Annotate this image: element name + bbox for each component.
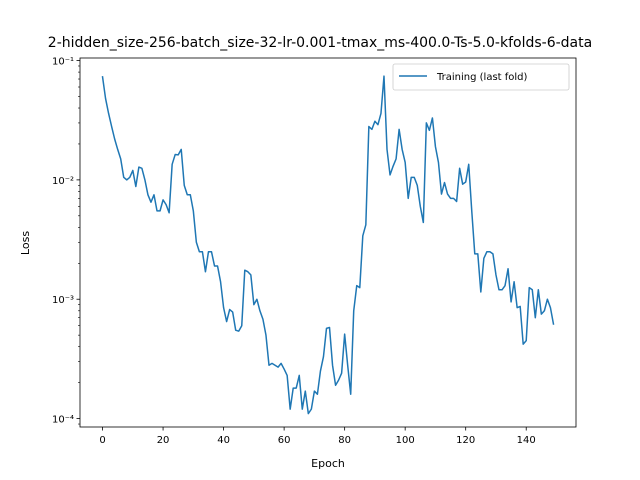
chart-title: 2-hidden_size-256-batch_size-32-lr-0.001… xyxy=(48,35,592,51)
x-tick-label: 0 xyxy=(99,435,105,446)
x-axis-ticks: 0 20 40 60 80 100 120 140 xyxy=(99,427,536,446)
x-axis-label: Epoch xyxy=(311,457,345,470)
series-line-training xyxy=(101,75,555,415)
plot-frame xyxy=(79,57,577,428)
plot-area xyxy=(80,58,576,427)
legend-label: Training (last fold) xyxy=(436,72,528,83)
y-tick-label: 10⁻¹ xyxy=(52,57,74,68)
x-tick-label: 80 xyxy=(338,435,351,446)
y-axis-label: Loss xyxy=(19,231,32,255)
x-tick-label: 100 xyxy=(396,435,415,446)
x-tick-label: 140 xyxy=(517,435,536,446)
x-tick-label: 120 xyxy=(456,435,475,446)
x-tick-label: 60 xyxy=(278,435,291,446)
legend-box xyxy=(392,63,570,91)
y-tick-label: 10⁻² xyxy=(52,176,74,187)
y-tick-label: 10⁻⁴ xyxy=(52,415,74,426)
series-group xyxy=(101,75,555,415)
y-tick-label: 10⁻³ xyxy=(52,295,74,306)
y-axis-ticks: 10⁻⁴ 10⁻³ 10⁻² 10⁻¹ xyxy=(52,57,80,426)
x-tick-label: 20 xyxy=(157,435,170,446)
legend: Training (last fold) xyxy=(392,63,570,91)
x-tick-label: 40 xyxy=(217,435,230,446)
